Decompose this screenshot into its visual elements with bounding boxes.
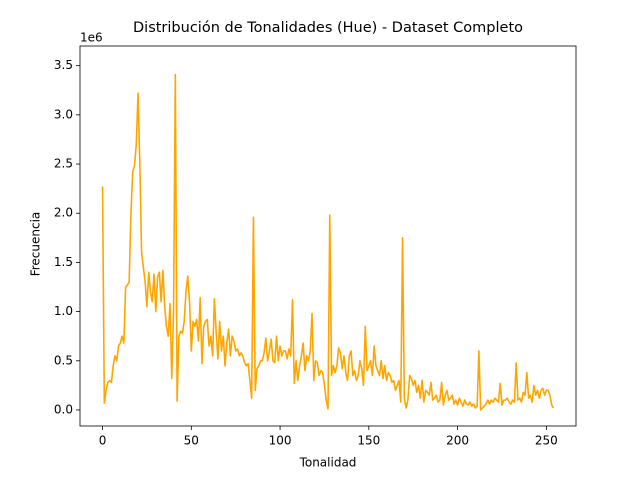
- y-tick-label: 2.0: [54, 206, 73, 220]
- y-axis-label: Frecuencia: [29, 212, 43, 277]
- y-tick-label: 1.5: [54, 255, 73, 269]
- x-tick-label: 100: [269, 434, 292, 448]
- x-tick-label: 250: [535, 434, 558, 448]
- x-tick-label: 150: [357, 434, 380, 448]
- chart-title: Distribución de Tonalidades (Hue) - Data…: [133, 20, 523, 36]
- y-tick-label: 3.0: [54, 107, 73, 121]
- x-tick-label: 200: [446, 434, 469, 448]
- x-tick-label: 0: [99, 434, 107, 448]
- y-tick-label: 0.5: [54, 353, 73, 367]
- y-tick-label: 0.0: [54, 402, 73, 416]
- y-tick-label: 3.5: [54, 58, 73, 72]
- x-axis-label: Tonalidad: [299, 456, 357, 470]
- y-offset-label: 1e6: [80, 31, 103, 45]
- data-line: [101, 73, 555, 411]
- y-tick-label: 1.0: [54, 304, 73, 318]
- plot-frame: [79, 45, 577, 427]
- y-tick-label: 2.5: [54, 157, 73, 171]
- x-tick-label: 50: [184, 434, 199, 448]
